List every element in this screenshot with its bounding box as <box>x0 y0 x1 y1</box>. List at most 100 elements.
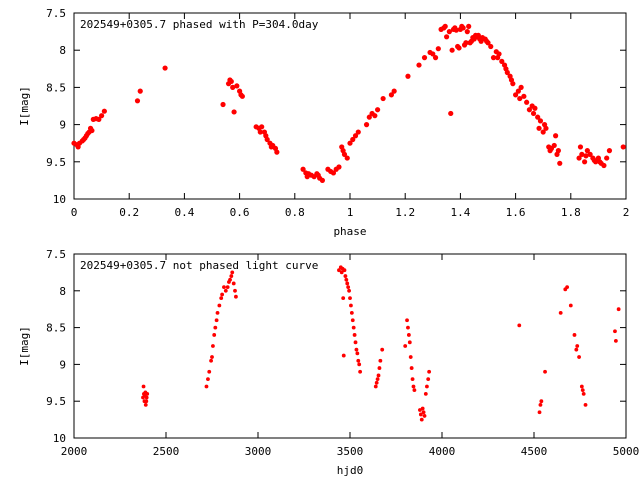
phased-y-axis-label: I[mag] <box>18 86 31 126</box>
phased-x-tick-label: 2 <box>623 206 630 219</box>
phased-data-point <box>101 108 107 114</box>
unphased-data-point <box>212 333 217 337</box>
phased-x-tick-label: 0.8 <box>285 206 305 219</box>
phased-x-tick-label: 0.4 <box>174 206 194 219</box>
unphased-data-point <box>558 310 563 315</box>
unphased-data-point <box>412 388 417 393</box>
unphased-data-point <box>144 395 149 400</box>
unphased-data-point <box>579 384 584 389</box>
unphased-data-point <box>225 285 230 290</box>
unphased-data-point <box>206 377 210 382</box>
unphased-data-point <box>352 333 357 337</box>
unphased-data-point <box>373 384 378 389</box>
phased-chart-title: 202549+0305.7 phased with P=304.0day <box>80 18 319 31</box>
unphased-x-tick-label: 3500 <box>337 445 364 458</box>
phased-data-point <box>504 69 510 76</box>
phased-data-point <box>432 55 439 61</box>
phased-chart: 202549+0305.7 phased with P=304.0day pha… <box>18 7 629 238</box>
unphased-data-point <box>581 391 586 396</box>
unphased-chart-title: 202549+0305.7 not phased light curve <box>80 259 318 272</box>
unphased-y-axis-label: I[mag] <box>18 326 31 366</box>
phased-data-point <box>352 133 359 139</box>
phased-data-point <box>372 113 378 119</box>
unphased-x-axis-label: hjd0 <box>337 464 364 477</box>
unphased-data-point <box>419 417 424 422</box>
phased-data-point <box>583 153 589 159</box>
phased-data-point <box>366 114 372 120</box>
phased-data-point <box>137 88 143 94</box>
phased-data-point <box>466 23 472 29</box>
phased-data-point <box>220 101 226 108</box>
unphased-data-point <box>406 333 411 337</box>
unphased-data-point <box>204 384 209 389</box>
phased-data-point <box>448 110 454 117</box>
phased-data-point <box>530 110 537 117</box>
phased-data-point <box>446 29 452 35</box>
phased-y-tick-label: 8.5 <box>46 81 66 94</box>
unphased-data-point <box>213 325 218 330</box>
phased-data-point <box>464 29 470 35</box>
unphased-data-point <box>577 355 581 359</box>
unphased-data-point <box>422 414 427 418</box>
phased-x-tick-label: 0.2 <box>119 206 139 219</box>
unphased-chart: 202549+0305.7 not phased light curve hjd… <box>18 248 639 477</box>
unphased-data-point <box>410 377 415 382</box>
phased-data-point <box>416 62 422 68</box>
unphased-data-point <box>423 391 428 396</box>
phased-x-tick-label: 0.6 <box>230 206 250 219</box>
phased-data-point <box>584 148 590 154</box>
unphased-data-point <box>426 377 431 382</box>
unphased-data-point <box>407 340 412 345</box>
phased-data-point <box>463 40 469 46</box>
phased-y-tick-label: 10 <box>53 193 66 206</box>
unphased-data-point <box>420 406 425 411</box>
phased-data-point <box>490 55 497 61</box>
unphased-data-point <box>341 296 346 301</box>
phased-data-point <box>526 107 533 113</box>
unphased-data-point <box>337 268 341 273</box>
unphased-axis-ticks: 2000 2500 3000 3500 4000 4500 5000 7.5 8 8.5 9 9.5 1… <box>46 248 639 458</box>
phased-data-point <box>231 109 237 115</box>
unphased-data-point <box>583 402 588 407</box>
unphased-data-point <box>517 323 522 328</box>
phased-data-point <box>524 99 530 105</box>
unphased-data-point <box>358 369 363 374</box>
unphased-data-point <box>220 292 225 297</box>
phased-data-point <box>485 40 491 46</box>
unphased-data-point <box>403 344 408 348</box>
phased-data-point <box>239 93 245 99</box>
phased-data-point <box>380 95 386 102</box>
phased-data-point <box>606 148 613 154</box>
unphased-data-point <box>377 366 382 370</box>
phased-data-point <box>553 133 559 139</box>
unphased-data-point <box>230 270 235 275</box>
unphased-data-point <box>144 399 149 404</box>
phased-data-point <box>430 51 436 57</box>
unphased-data-point <box>229 274 234 278</box>
phased-data-point <box>336 164 342 170</box>
unphased-data-point <box>219 296 224 301</box>
unphased-plot-frame <box>73 253 627 439</box>
phased-data-point <box>540 129 546 135</box>
unphased-data-point <box>539 399 544 404</box>
phased-data-point <box>300 166 306 172</box>
phased-x-tick-label: 1 <box>347 206 354 219</box>
phased-data-point <box>421 55 428 61</box>
phased-data-point <box>435 46 441 52</box>
unphased-data-point <box>353 340 358 345</box>
phased-data-point <box>344 155 350 161</box>
unphased-data-point <box>217 303 222 308</box>
unphased-x-tick-label: 2500 <box>153 445 180 458</box>
unphased-data-point <box>347 288 351 293</box>
unphased-y-tick-label: 9.5 <box>46 395 66 408</box>
phased-data-point <box>577 144 584 150</box>
phased-data-point <box>355 129 361 135</box>
phased-data-point <box>521 93 527 99</box>
unphased-data-point <box>376 373 381 378</box>
unphased-data-point <box>231 281 236 286</box>
unphased-data-point <box>543 369 547 374</box>
phased-data-point <box>499 58 505 64</box>
unphased-data-point <box>145 391 150 396</box>
